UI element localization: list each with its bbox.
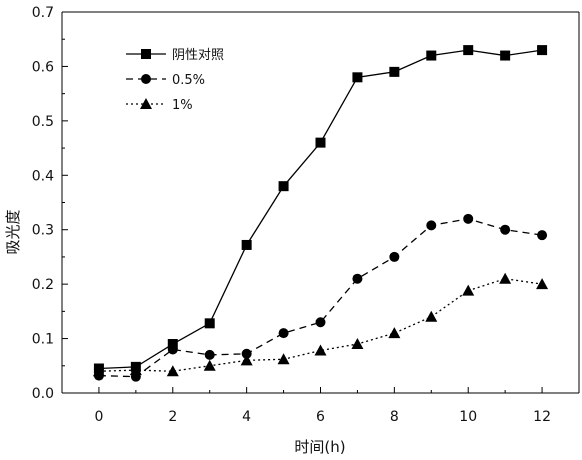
legend-marker <box>141 49 151 59</box>
data-point <box>129 364 142 376</box>
y-tick-label: 0.0 <box>32 386 54 402</box>
data-point <box>241 239 252 250</box>
data-point <box>204 349 215 360</box>
y-tick-label: 0.2 <box>32 277 54 293</box>
data-point <box>92 365 105 377</box>
series-layer <box>92 45 549 382</box>
x-tick-label: 0 <box>94 409 103 425</box>
data-point <box>203 359 216 371</box>
y-tick-label: 0.6 <box>32 59 54 75</box>
data-point <box>240 354 253 366</box>
legend-item: 阴性对照 <box>126 48 224 63</box>
legend-label: 1% <box>172 98 193 113</box>
data-point <box>536 278 549 290</box>
data-point <box>537 230 548 241</box>
x-tick-label: 10 <box>459 409 477 425</box>
y-tick-label: 0.3 <box>32 223 54 239</box>
data-point <box>278 328 289 339</box>
y-axis-label: 吸光度 <box>4 209 22 254</box>
data-point <box>500 224 511 235</box>
data-point <box>167 339 178 350</box>
data-point <box>167 344 178 355</box>
legend-label: 0.5% <box>172 73 205 88</box>
data-point <box>315 317 326 328</box>
data-point <box>166 365 179 377</box>
legend: 阴性对照 0.5% 1% <box>126 48 224 113</box>
y-tick-label: 0.4 <box>32 168 54 184</box>
legend-marker <box>140 98 152 109</box>
y-tick-label: 0.1 <box>32 332 54 348</box>
legend-marker <box>141 74 151 84</box>
data-point <box>426 220 437 231</box>
x-tick-label: 4 <box>242 409 251 425</box>
data-point <box>241 348 252 359</box>
legend-label: 阴性对照 <box>172 48 224 63</box>
data-point <box>351 338 364 350</box>
data-point <box>425 310 438 322</box>
data-point <box>277 353 290 365</box>
data-point <box>500 50 511 61</box>
data-point <box>352 72 363 83</box>
data-point <box>389 66 400 77</box>
data-point <box>352 273 363 284</box>
data-point <box>388 327 401 339</box>
data-point <box>314 344 327 356</box>
data-point <box>499 272 512 284</box>
data-point <box>204 318 215 329</box>
x-tick-label: 6 <box>316 409 325 425</box>
x-tick-label: 2 <box>168 409 177 425</box>
data-point <box>462 284 475 296</box>
data-point <box>537 45 548 56</box>
axes-layer: 0.0 0.1 0.2 0.3 0.4 0.5 0.6 0.7 0 2 4 6 8 10 12 <box>32 5 580 425</box>
x-tick-label: 8 <box>390 409 399 425</box>
data-point <box>426 50 437 61</box>
data-point <box>278 181 289 192</box>
legend-item: 0.5% <box>126 73 205 88</box>
data-point <box>315 137 326 148</box>
data-point <box>463 213 474 224</box>
y-tick-label: 0.7 <box>32 5 54 21</box>
x-axis-label: 时间(h) <box>294 438 345 456</box>
series-2 <box>93 213 548 382</box>
y-tick-label: 0.5 <box>32 114 54 130</box>
legend-item: 1% <box>126 98 193 113</box>
x-tick-label: 12 <box>533 409 551 425</box>
series-3 <box>92 272 549 377</box>
data-point <box>389 251 400 262</box>
data-point <box>463 45 474 56</box>
